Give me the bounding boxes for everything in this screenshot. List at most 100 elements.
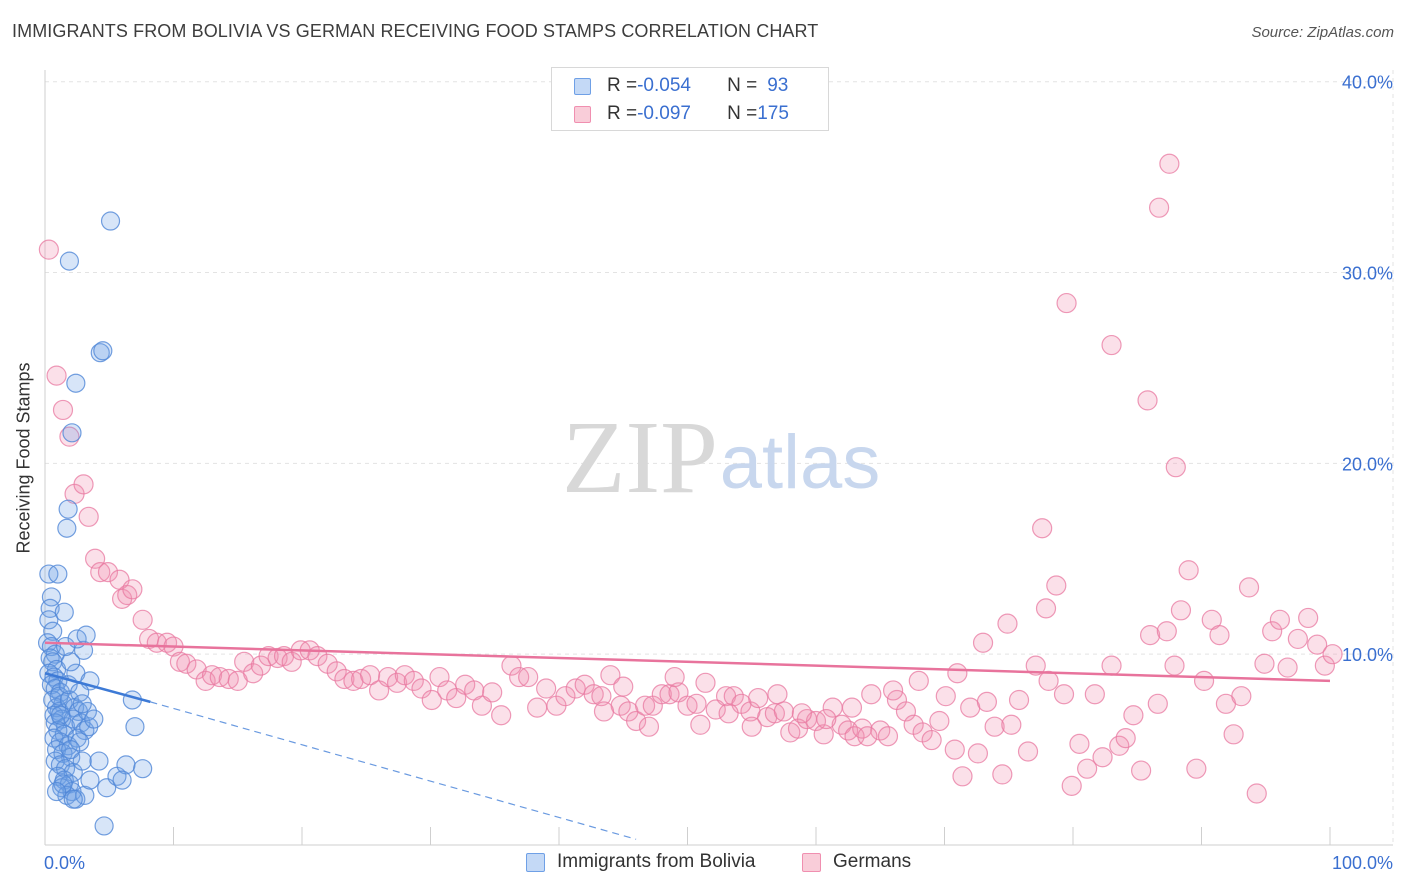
germans-point-56 <box>482 682 503 703</box>
germans-point-175 <box>767 684 788 705</box>
bolivia-trend-line <box>44 672 151 704</box>
trend-lines <box>44 641 1331 840</box>
germans-point-181 <box>613 676 634 697</box>
germans-point-155 <box>1298 607 1319 629</box>
germans-point-109 <box>935 686 956 707</box>
germans-point-115 <box>984 716 1005 737</box>
x-tick-label-0: 0.0% <box>44 853 85 873</box>
legend-swatch-bolivia <box>574 77 591 95</box>
germans-point-73 <box>634 695 656 716</box>
bolivia-point-90 <box>84 709 104 729</box>
legend-r-label: R = <box>607 75 638 96</box>
bolivia-point-33 <box>45 751 65 771</box>
germans-point-23 <box>201 665 223 686</box>
germans-point-122 <box>1038 670 1059 691</box>
bolivia-point-4 <box>43 621 63 641</box>
germans-point-20 <box>176 653 197 674</box>
germans-point-154 <box>1287 628 1308 650</box>
germans-point-16 <box>146 632 167 653</box>
germans-point-9 <box>97 562 119 583</box>
germans-point-42 <box>360 665 381 686</box>
germans-point-5 <box>73 474 94 495</box>
germans-point-117 <box>1001 714 1022 735</box>
germans-point-79 <box>686 693 707 714</box>
y-tick-label-1: 20.0% <box>1342 454 1393 474</box>
bolivia-point-7 <box>45 644 65 664</box>
germans-point-150 <box>1254 653 1275 674</box>
germans-point-48 <box>411 678 432 699</box>
germans-point-61 <box>527 697 548 718</box>
germans-point-129 <box>1092 747 1113 768</box>
germans-point-111 <box>952 766 973 787</box>
germans-point-64 <box>555 686 576 707</box>
bottom-legend-swatch-bolivia <box>526 852 545 872</box>
germans-point-108 <box>929 710 950 732</box>
bolivia-point-65 <box>48 564 68 584</box>
bolivia-point-64 <box>54 602 74 622</box>
watermark-zip: ZIP <box>562 400 718 515</box>
germans-point-126 <box>1069 733 1090 754</box>
y-tick-label-3: 40.0% <box>1342 73 1393 93</box>
germans-point-146 <box>1223 724 1244 745</box>
bottom-legend-germans: Germans <box>802 851 911 873</box>
germans-point-75 <box>651 684 672 705</box>
germans-point-160 <box>1101 334 1122 356</box>
germans-point-127 <box>1077 758 1098 779</box>
bolivia-trend-extension <box>150 701 637 840</box>
germans-point-1 <box>46 365 67 386</box>
germans-point-120 <box>1025 655 1046 676</box>
bolivia-point-55 <box>72 751 92 771</box>
germans-point-144 <box>1209 625 1230 646</box>
germans-point-67 <box>583 684 604 705</box>
germans-point-94 <box>813 724 834 745</box>
germans-point-156 <box>1307 634 1328 655</box>
y-tick-label-0: 10.0% <box>1342 645 1393 665</box>
bolivia-point-60 <box>73 640 94 660</box>
germans-point-2 <box>52 399 74 421</box>
chart-title: IMMIGRANTS FROM BOLIVIA VS GERMAN RECEIV… <box>12 21 819 41</box>
germans-point-138 <box>1164 655 1185 676</box>
bolivia-point-69 <box>66 373 86 393</box>
germans-point-113 <box>967 743 989 764</box>
germans-point-161 <box>1137 390 1158 411</box>
germans-point-167 <box>972 632 994 653</box>
germans-point-38 <box>326 661 347 682</box>
germans-point-153 <box>1277 657 1298 678</box>
germans-point-140 <box>1178 560 1199 581</box>
bolivia-point-80 <box>133 759 153 779</box>
y-tick-label-2: 30.0% <box>1342 264 1393 284</box>
germans-point-81 <box>705 699 726 720</box>
germans-point-121 <box>1032 518 1053 539</box>
germans-point-180 <box>638 716 660 737</box>
germans-point-60 <box>518 666 539 688</box>
germans-point-136 <box>1147 693 1168 714</box>
bolivia-point-87 <box>94 816 114 836</box>
germans-point-123 <box>1046 575 1067 596</box>
germans-point-179 <box>664 666 685 688</box>
correlation-legend: R = -0.054 N = 93 R = -0.097 N = 175 <box>551 67 829 131</box>
germans-point-134 <box>1131 760 1152 781</box>
germans-point-119 <box>1017 741 1039 762</box>
germans-point-158 <box>1322 644 1343 665</box>
germans-point-128 <box>1084 684 1105 705</box>
bolivia-point-76 <box>89 751 109 771</box>
bolivia-point-83 <box>125 717 145 737</box>
germans-point-6 <box>78 506 99 527</box>
germans-point-148 <box>1238 577 1260 598</box>
germans-trend-line <box>44 641 1331 683</box>
x-tick-label-1: 100.0% <box>1332 853 1393 873</box>
legend-row-germans: R = -0.097 N = 175 <box>574 100 789 128</box>
germans-point-164 <box>1159 153 1180 174</box>
germans-point-13 <box>122 579 143 600</box>
germans-point-130 <box>1101 655 1122 676</box>
germans-point-169 <box>908 670 929 691</box>
germans-point-49 <box>421 689 442 711</box>
germans-point-45 <box>386 672 408 693</box>
bolivia-point-66 <box>57 518 77 538</box>
germans-point-182 <box>593 701 615 722</box>
germans-point-173 <box>816 708 837 730</box>
bottom-legend-swatch-germans <box>802 852 821 872</box>
bolivia-point-89 <box>46 781 67 802</box>
germans-point-166 <box>1035 598 1057 619</box>
bottom-legend-bolivia: Immigrants from Bolivia <box>526 851 756 873</box>
